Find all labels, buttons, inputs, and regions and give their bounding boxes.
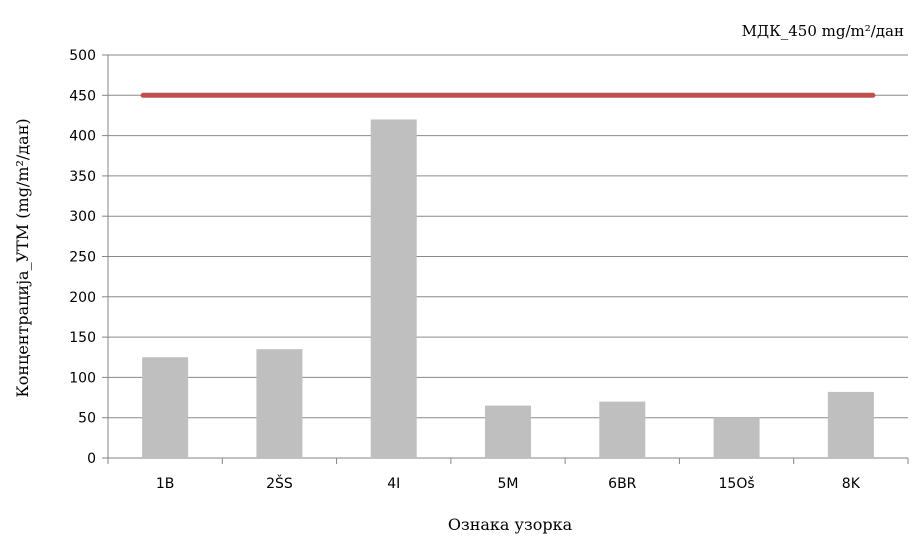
x-tick-label: 6BR	[608, 476, 637, 492]
x-tick-label: 5M	[498, 476, 519, 492]
y-tick-label: 100	[69, 370, 96, 386]
y-tick-label: 400	[69, 129, 96, 145]
bar	[827, 391, 874, 458]
y-tick-label: 250	[69, 250, 96, 266]
bar	[599, 401, 646, 458]
x-tick-label: 15Oš	[719, 476, 755, 492]
x-tick-label: 2ŠS	[266, 474, 293, 492]
bar	[256, 349, 303, 458]
y-tick-label: 50	[78, 411, 96, 427]
bar	[370, 119, 417, 458]
y-tick-label: 200	[69, 290, 96, 306]
x-tick-label: 8K	[842, 476, 861, 492]
x-tick-labels: 1B 2ŠS 4I 5M 6BR 15Oš 8K	[156, 474, 861, 492]
y-tick-label: 500	[69, 48, 96, 64]
y-tick-label: 0	[87, 451, 96, 467]
bar	[485, 405, 531, 458]
x-axis-title: Ознака узорка	[448, 515, 573, 534]
y-tick-labels: 0 50 100 150 200 250 300 350 400 450 500	[69, 48, 96, 467]
y-tick-label: 450	[69, 88, 96, 104]
y-tick-label: 300	[69, 209, 96, 225]
gridlines	[102, 54, 909, 464]
y-axis-title: Концентрација_УТМ (mg/m²/дан)	[13, 118, 32, 397]
legend-label: МДК_450 mg/m²/дан	[742, 22, 904, 40]
bar	[713, 417, 760, 458]
y-tick-label: 350	[69, 169, 96, 185]
y-tick-label: 150	[69, 330, 96, 346]
x-tick-label: 1B	[156, 476, 175, 492]
bar	[142, 357, 189, 458]
x-tick-label: 4I	[387, 476, 400, 492]
bars	[142, 119, 874, 458]
